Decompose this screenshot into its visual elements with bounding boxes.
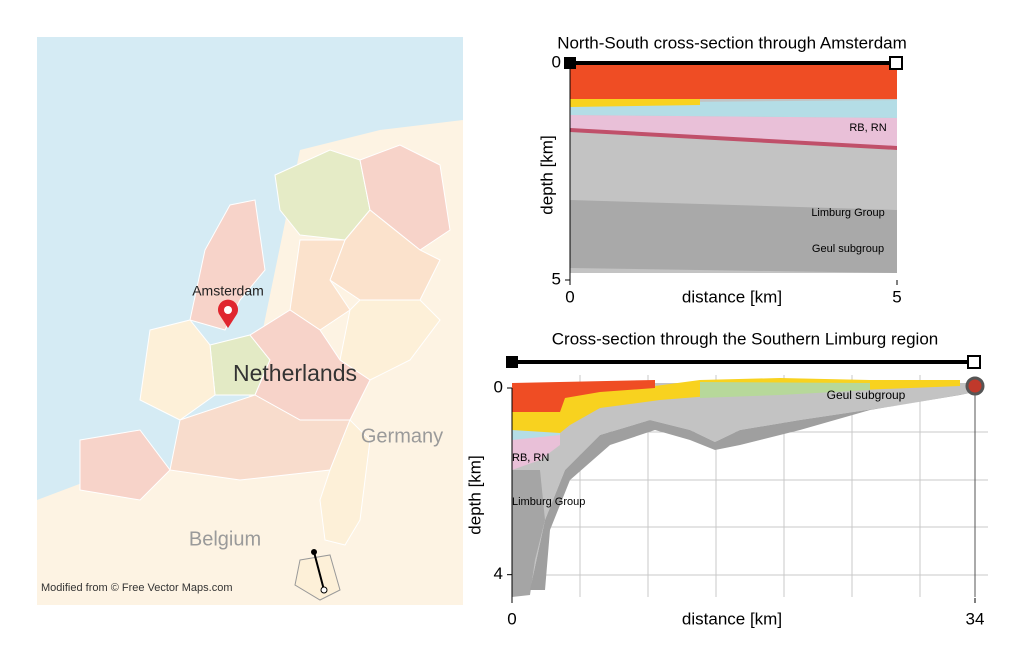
layer (570, 115, 897, 150)
province (294, 554, 341, 601)
chart-title: North-South cross-section through Amster… (557, 33, 907, 52)
map: Amsterdam Netherlands Germany Belgium Mo… (37, 37, 463, 605)
x-axis-label: distance [km] (682, 287, 782, 306)
section-line (313, 551, 325, 591)
neighbor-label: Germany (361, 425, 443, 447)
province (249, 309, 371, 421)
y-tick-label: 0 (494, 377, 503, 396)
layer (570, 98, 700, 107)
layer-label: Geul subgroup (827, 388, 906, 402)
layer (570, 200, 897, 273)
layer-label: RB, RN (512, 452, 549, 464)
location-marker (965, 376, 985, 396)
credit: Modified from © Free Vector Maps.com (41, 582, 233, 594)
x-tick-label: 0 (565, 287, 574, 306)
layer (512, 470, 545, 597)
y-axis-label: depth [km] (537, 135, 556, 214)
pin-dot (224, 306, 232, 314)
section-end (967, 355, 981, 369)
layer (700, 382, 870, 398)
layer-label: Limburg Group (811, 207, 884, 219)
neighbor-label: Belgium (189, 528, 261, 550)
x-tick-label: 34 (966, 609, 985, 628)
layer-label: Geul subgroup (812, 243, 884, 255)
section-end (320, 586, 328, 594)
x-tick-label: 5 (892, 287, 901, 306)
chart-title: Cross-section through the Southern Limbu… (552, 329, 939, 348)
layer (570, 63, 897, 99)
layer (570, 128, 897, 150)
layer (512, 430, 560, 470)
city-label: Amsterdam (192, 283, 264, 299)
province (319, 419, 371, 546)
y-axis-label: depth [km] (465, 455, 484, 534)
section-start (506, 356, 518, 368)
province (139, 319, 216, 421)
y-tick-label: 4 (494, 564, 503, 583)
province (329, 209, 441, 301)
cross-section: North-South cross-section through Amster… (537, 33, 906, 306)
section-end (889, 56, 903, 70)
country-label: Netherlands (233, 360, 357, 386)
x-axis-label: distance [km] (682, 609, 782, 628)
layer (530, 392, 975, 590)
layer-label: Limburg Group (512, 496, 585, 508)
x-tick-label: 0 (507, 609, 516, 628)
y-tick-label: 5 (552, 269, 561, 288)
layer (512, 378, 960, 433)
layer-label: RB, RN (849, 122, 886, 134)
y-tick-label: 0 (552, 52, 561, 71)
cross-section: Cross-section through the Southern Limbu… (465, 329, 988, 628)
section-start (311, 549, 317, 555)
province (339, 299, 441, 381)
layer (512, 380, 655, 412)
province (79, 429, 171, 501)
